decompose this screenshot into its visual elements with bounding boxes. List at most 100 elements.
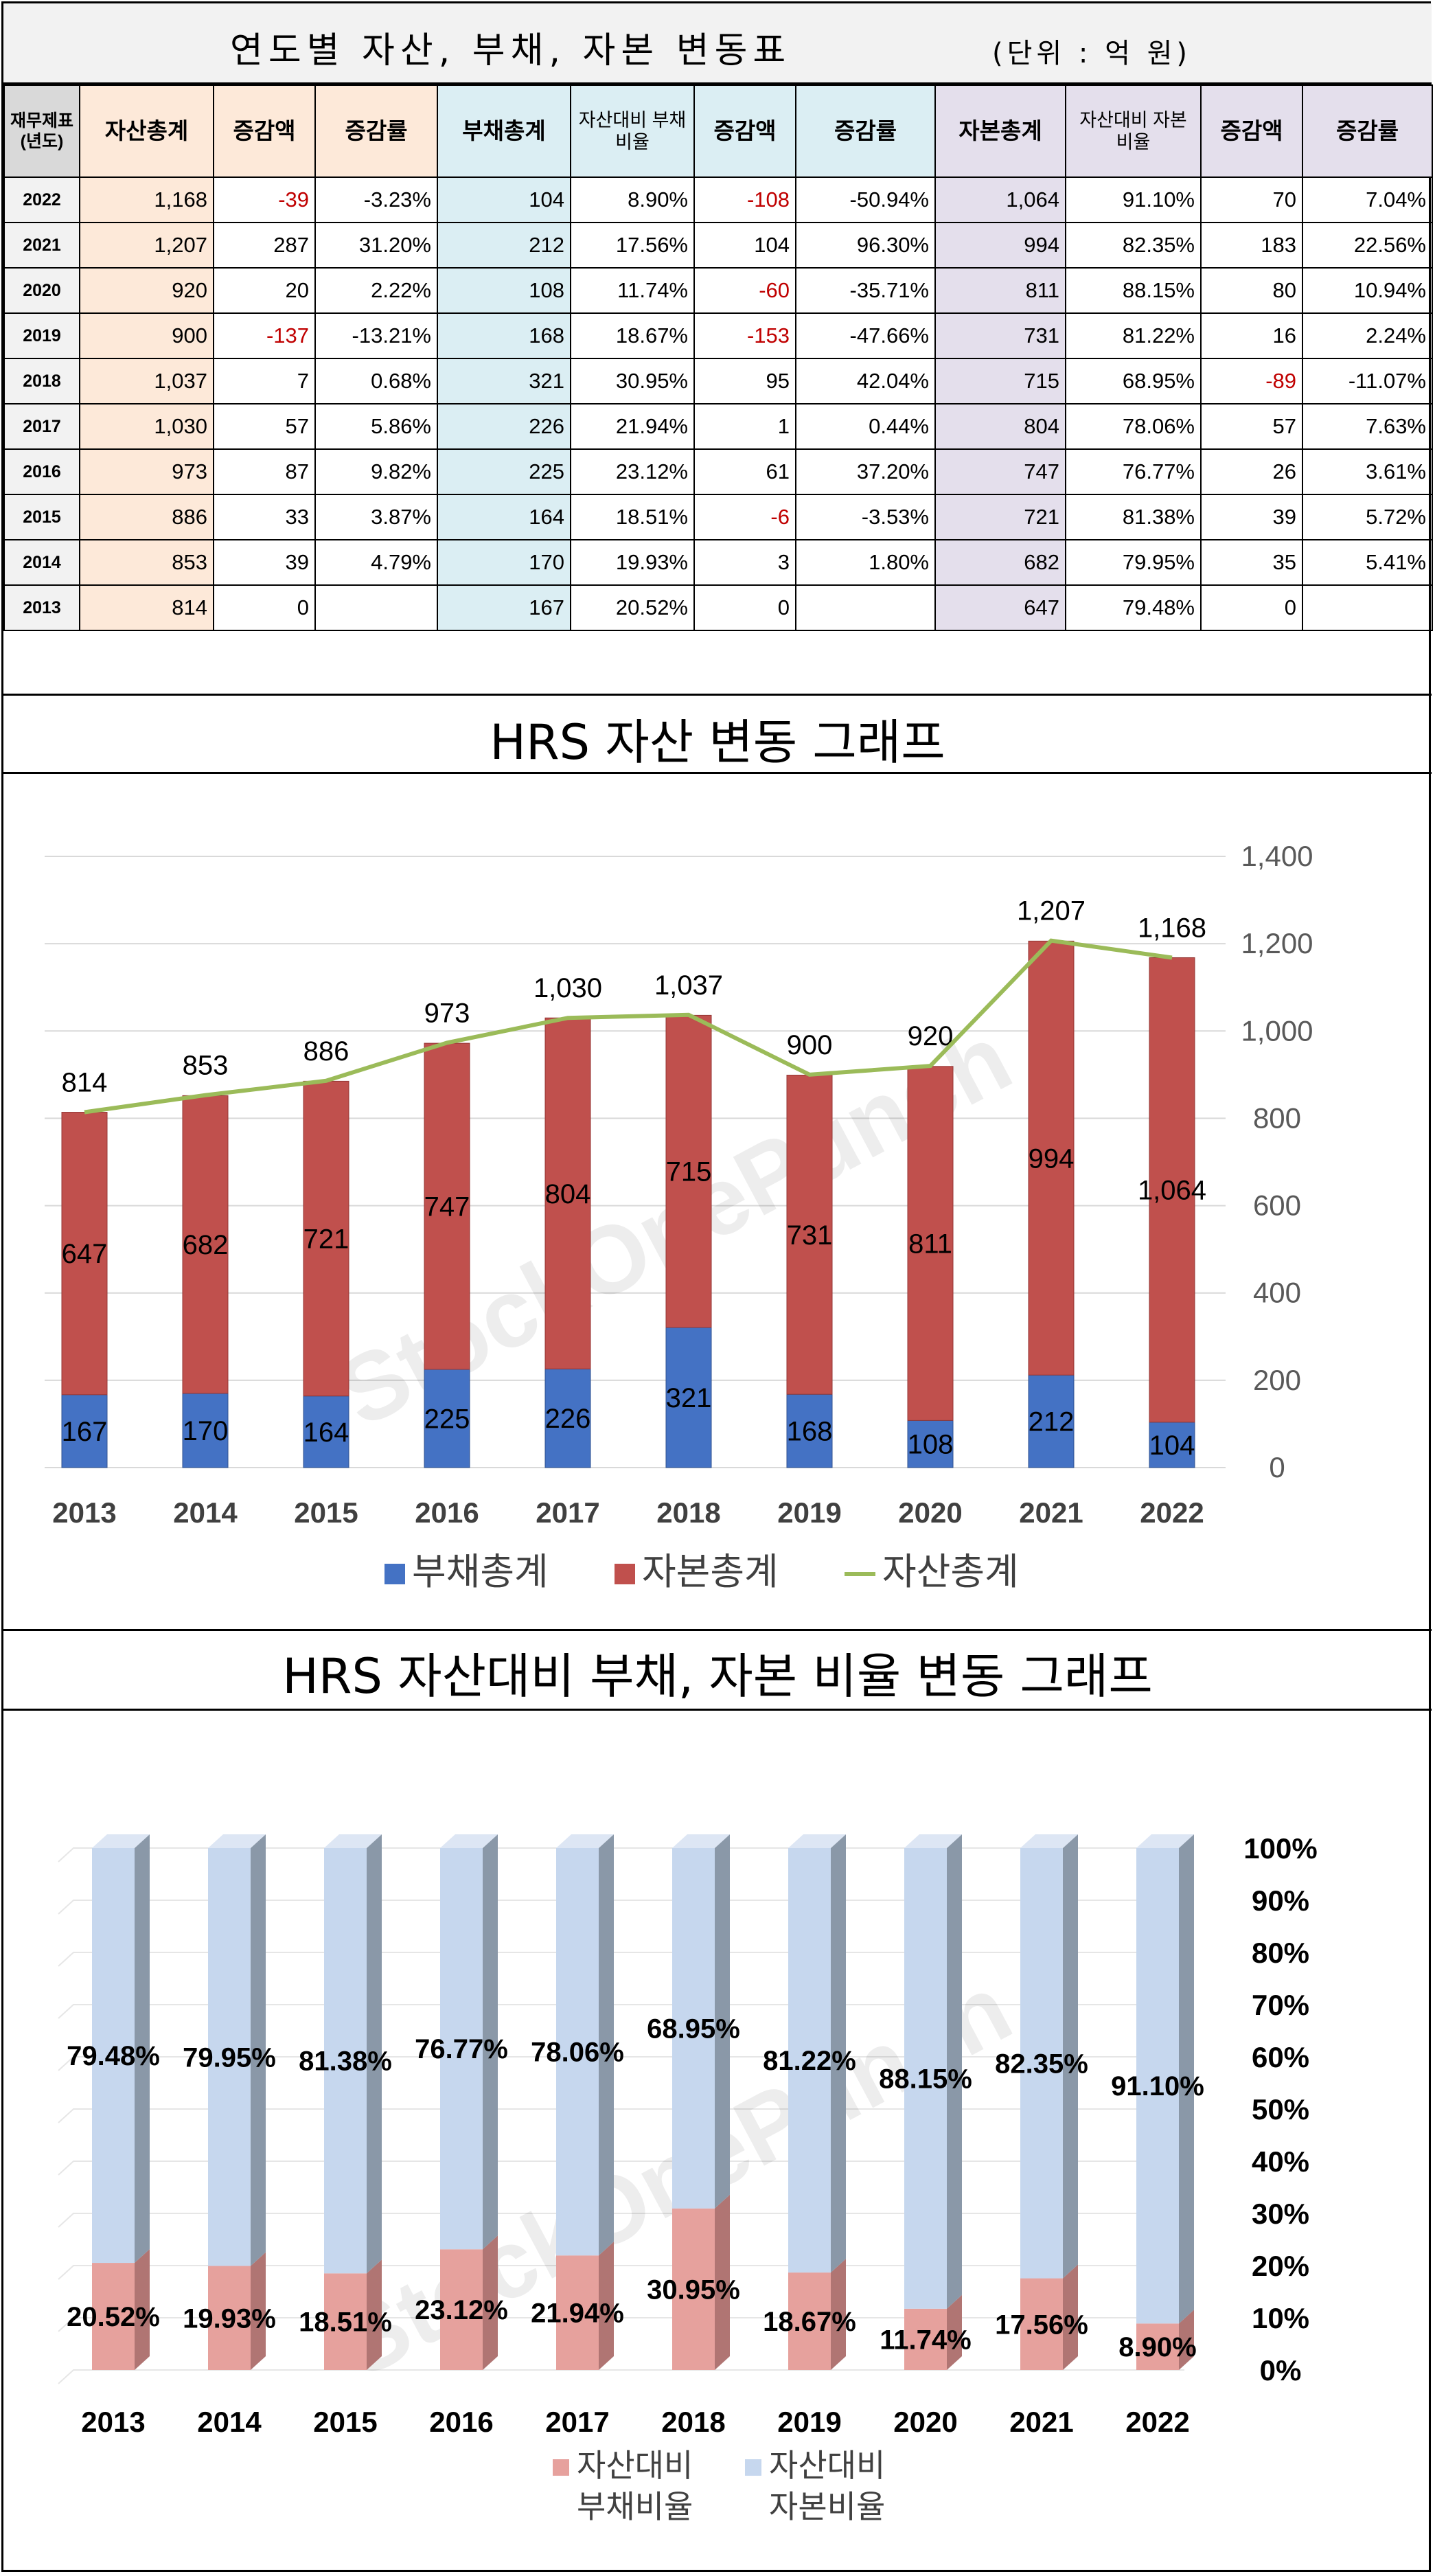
table-cell: -108 xyxy=(693,176,796,223)
equity-bar xyxy=(303,1080,349,1397)
equity-bar xyxy=(61,1112,108,1395)
equity-bar xyxy=(1028,940,1075,1376)
debt-bar xyxy=(303,1395,349,1468)
year-cell: 2021 xyxy=(3,222,80,269)
debt-ratio-label: 8.90% xyxy=(1118,2332,1196,2362)
table-cell: 3.61% xyxy=(1302,448,1433,495)
table-cell: -3.23% xyxy=(314,176,438,223)
equity-ratio-side xyxy=(947,1834,962,2309)
divider xyxy=(3,772,1432,774)
table-cell: 81.38% xyxy=(1065,494,1202,540)
debt-bar xyxy=(182,1393,229,1468)
table-cell: 682 xyxy=(934,539,1066,586)
equity-ratio-top xyxy=(556,1834,614,1848)
equity-ratio-label: 68.95% xyxy=(647,2014,740,2044)
debt-ratio-bar xyxy=(440,2249,483,2370)
table-cell: 0.44% xyxy=(795,403,936,450)
debt-bar xyxy=(1149,1422,1195,1468)
equity-label: 804 xyxy=(545,1179,591,1209)
debt-label: 167 xyxy=(62,1417,108,1447)
debt-label: 226 xyxy=(545,1404,591,1434)
table-cell: 68.95% xyxy=(1065,358,1202,404)
debt-ratio-label: 11.74% xyxy=(880,2325,971,2355)
table-cell: 79.95% xyxy=(1065,539,1202,586)
x-tick-label: 2020 xyxy=(898,1496,962,1529)
x-tick-label: 2020 xyxy=(893,2406,957,2438)
legend-label: 부채총계 xyxy=(412,1551,549,1593)
unit-label: (단위 : 억 원) xyxy=(992,38,1192,69)
table-row: 2021 1,207 287 31.20% 212 17.56% 104 96.30% 994 8… xyxy=(3,222,1433,269)
col-header: 증감액 xyxy=(213,84,316,178)
table-row: 2015 886 33 3.87% 164 18.51% -6 -3.53% 721 81.38%… xyxy=(3,494,1433,540)
equity-ratio-label: 91.10% xyxy=(1111,2071,1204,2101)
equity-ratio-label: 82.35% xyxy=(995,2049,1088,2079)
col-header: 자산대비 부채비율 xyxy=(570,84,695,178)
table-cell: 164 xyxy=(437,494,571,540)
debt-label: 104 xyxy=(1149,1431,1195,1461)
debt-ratio-bar xyxy=(208,2266,251,2370)
col-header: 자산총계 xyxy=(79,84,214,178)
table-cell: 18.51% xyxy=(570,494,695,540)
table-cell: 3 xyxy=(693,539,796,586)
table-cell: -39 xyxy=(213,176,316,223)
equity-label: 994 xyxy=(1029,1143,1075,1174)
table-cell: 76.77% xyxy=(1065,448,1202,495)
equity-ratio-side xyxy=(367,1834,382,2274)
table-cell: 57 xyxy=(1200,403,1303,450)
year-cell: 2014 xyxy=(3,539,80,586)
legend-label: 자산총계 xyxy=(882,1551,1019,1593)
table-cell: 42.04% xyxy=(795,358,936,404)
table-title: 연도별 자산, 부채, 자본 변동표 xyxy=(230,30,792,71)
y-tick-label: 60% xyxy=(1252,2041,1309,2073)
debt-ratio-side xyxy=(715,2194,730,2370)
col-header: 증감률 xyxy=(795,84,936,178)
table-cell: 167 xyxy=(437,584,571,631)
y-tick-label: 90% xyxy=(1252,1884,1309,1917)
total-label: 1,030 xyxy=(533,973,602,1003)
table-cell: 168 xyxy=(437,312,571,359)
debt-ratio-label: 17.56% xyxy=(995,2310,1088,2340)
equity-label: 721 xyxy=(303,1224,349,1255)
x-tick-label: 2013 xyxy=(81,2406,145,2438)
debt-label: 164 xyxy=(303,1417,349,1448)
equity-label: 731 xyxy=(787,1220,833,1251)
table-cell: -47.66% xyxy=(795,312,936,359)
debt-ratio-bar xyxy=(788,2272,831,2370)
equity-bar xyxy=(665,1014,712,1328)
x-tick-label: 2018 xyxy=(656,1496,720,1529)
table-cell: 5.41% xyxy=(1302,539,1433,586)
table-cell: 23.12% xyxy=(570,448,695,495)
table-row: 2022 1,168 -39 -3.23% 104 8.90% -108 -50.94% 1,0… xyxy=(3,176,1433,223)
table-cell: 811 xyxy=(934,267,1066,314)
asset-chart: 02004006008001,0001,2001,400StockOnePunc… xyxy=(45,840,1313,1593)
y-tick-label: 80% xyxy=(1252,1937,1309,1969)
equity-ratio-top xyxy=(904,1834,962,1848)
debt-label: 168 xyxy=(787,1417,833,1447)
table-cell: 1,064 xyxy=(934,176,1066,223)
total-label: 920 xyxy=(908,1021,954,1051)
table-header: 연도별 자산, 부채, 자본 변동표 (단위 : 억 원) xyxy=(3,3,1432,84)
table-cell: 886 xyxy=(79,494,214,540)
table-row: 2018 1,037 7 0.68% 321 30.95% 95 42.04% 715 68.95… xyxy=(3,358,1433,404)
y-tick-label: 800 xyxy=(1253,1102,1301,1134)
debt-ratio-side xyxy=(251,2252,266,2370)
debt-ratio-bar xyxy=(556,2255,599,2370)
total-label: 853 xyxy=(183,1051,229,1081)
year-cell: 2019 xyxy=(3,312,80,359)
table-cell: 22.56% xyxy=(1302,222,1433,269)
col-header: 증감률 xyxy=(1302,84,1433,178)
divider xyxy=(3,1709,1432,1711)
total-label: 900 xyxy=(787,1030,833,1060)
debt-bar xyxy=(665,1327,712,1468)
col-header: 자산대비 자본비율 xyxy=(1065,84,1202,178)
table-cell: 900 xyxy=(79,312,214,359)
table-cell xyxy=(1302,584,1433,631)
debt-ratio-label: 23.12% xyxy=(415,2295,508,2325)
table-cell: 225 xyxy=(437,448,571,495)
table-row: 2013 814 0 167 20.52% 0 647 79.48% 0 xyxy=(3,584,1433,631)
table-cell: 853 xyxy=(79,539,214,586)
table-cell: 79.48% xyxy=(1065,584,1202,631)
table-cell: 104 xyxy=(693,222,796,269)
equity-ratio-side xyxy=(599,1834,614,2256)
